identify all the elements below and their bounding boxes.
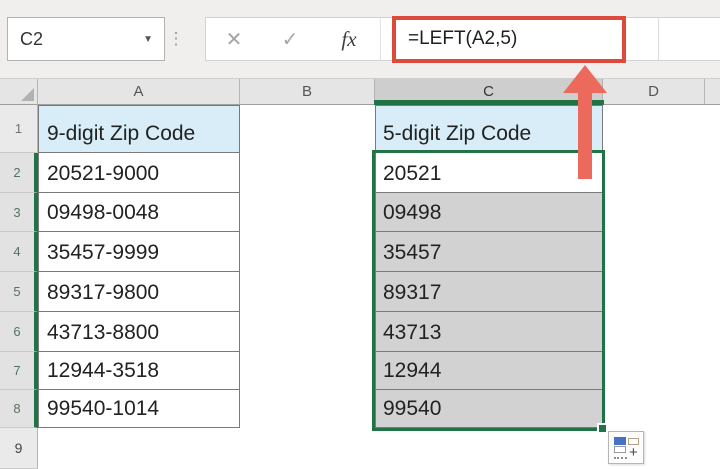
select-all-button[interactable] bbox=[0, 79, 38, 104]
annotation-red-box bbox=[392, 16, 626, 63]
row-header-1[interactable]: 1 bbox=[0, 105, 38, 153]
cell-E7[interactable] bbox=[705, 352, 720, 390]
autofill-options-button[interactable]: + bbox=[608, 431, 644, 464]
cell-D6[interactable] bbox=[603, 312, 705, 352]
sheet-row-4: 4 35457-9999 35457 bbox=[0, 232, 720, 272]
cell-A3[interactable]: 09498-0048 bbox=[38, 193, 240, 232]
autofill-icon-plus: + bbox=[629, 444, 638, 461]
cell-A2[interactable]: 20521-9000 bbox=[38, 153, 240, 193]
sheet-row-2: 2 20521-9000 20521 bbox=[0, 153, 720, 193]
row-header-5[interactable]: 5 bbox=[0, 272, 38, 312]
cell-A4[interactable]: 35457-9999 bbox=[38, 232, 240, 272]
cell-B5[interactable] bbox=[240, 272, 375, 312]
cell-C9[interactable] bbox=[375, 428, 603, 469]
cell-D2[interactable] bbox=[603, 153, 705, 193]
cell-A6[interactable]: 43713-8800 bbox=[38, 312, 240, 352]
cell-E2[interactable] bbox=[705, 153, 720, 193]
fill-handle[interactable] bbox=[597, 423, 608, 434]
cell-B9[interactable] bbox=[240, 428, 375, 469]
name-box-dropdown-icon[interactable]: ▼ bbox=[143, 33, 153, 45]
cell-B2[interactable] bbox=[240, 153, 375, 193]
autofill-icon-outline-cell bbox=[628, 438, 639, 445]
cell-B8[interactable] bbox=[240, 390, 375, 428]
cell-B1[interactable] bbox=[240, 105, 375, 153]
row-header-8[interactable]: 8 bbox=[0, 390, 38, 428]
cell-D4[interactable] bbox=[603, 232, 705, 272]
formula-bar-divider bbox=[380, 18, 381, 60]
sheet-row-3: 3 09498-0048 09498 bbox=[0, 193, 720, 232]
cell-B4[interactable] bbox=[240, 232, 375, 272]
cell-D5[interactable] bbox=[603, 272, 705, 312]
cell-E8[interactable] bbox=[705, 390, 720, 428]
cell-C5[interactable]: 89317 bbox=[375, 272, 603, 312]
cell-C2[interactable]: 20521 bbox=[375, 153, 603, 193]
row-header-9[interactable]: 9 bbox=[0, 428, 38, 469]
autofill-icon-dots bbox=[614, 457, 627, 459]
column-header-a[interactable]: A bbox=[38, 79, 240, 104]
cell-C8[interactable]: 99540 bbox=[375, 390, 603, 428]
annotation-arrow-icon bbox=[563, 65, 607, 93]
cell-C6[interactable]: 43713 bbox=[375, 312, 603, 352]
selected-column-indicator bbox=[374, 100, 604, 105]
cell-D1[interactable] bbox=[603, 105, 705, 153]
cell-A7[interactable]: 12944-3518 bbox=[38, 352, 240, 390]
cell-A1[interactable]: 9-digit Zip Code bbox=[38, 105, 240, 153]
select-all-triangle-icon bbox=[21, 88, 34, 101]
formula-bar-right-divider bbox=[658, 18, 659, 60]
cell-E4[interactable] bbox=[705, 232, 720, 272]
column-header-e[interactable] bbox=[705, 79, 720, 104]
cell-A8[interactable]: 99540-1014 bbox=[38, 390, 240, 428]
cell-A9[interactable] bbox=[38, 428, 240, 469]
cell-E9[interactable] bbox=[705, 428, 720, 469]
cell-B6[interactable] bbox=[240, 312, 375, 352]
row-header-3[interactable]: 3 bbox=[0, 193, 38, 232]
autofill-icon-outline-cell2 bbox=[614, 446, 626, 453]
cell-A5[interactable]: 89317-9800 bbox=[38, 272, 240, 312]
cell-D8[interactable] bbox=[603, 390, 705, 428]
cell-D7[interactable] bbox=[603, 352, 705, 390]
row-header-2[interactable]: 2 bbox=[0, 153, 38, 193]
sheet-row-8: 8 99540-1014 99540 bbox=[0, 390, 720, 428]
formula-input[interactable]: =LEFT(A2,5) bbox=[408, 28, 518, 49]
row-header-6[interactable]: 6 bbox=[0, 312, 38, 352]
cell-E5[interactable] bbox=[705, 272, 720, 312]
cell-C3[interactable]: 09498 bbox=[375, 193, 603, 232]
cell-B3[interactable] bbox=[240, 193, 375, 232]
cancel-button[interactable]: ✕ bbox=[225, 28, 243, 51]
row-header-7[interactable]: 7 bbox=[0, 352, 38, 390]
column-header-d[interactable]: D bbox=[603, 79, 705, 104]
sheet-row-1: 1 9-digit Zip Code 5-digit Zip Code bbox=[0, 105, 720, 153]
sheet-grid: 1 9-digit Zip Code 5-digit Zip Code 2 20… bbox=[0, 105, 720, 469]
name-box-value: C2 bbox=[20, 28, 44, 49]
sheet-row-7: 7 12944-3518 12944 bbox=[0, 352, 720, 390]
cell-B7[interactable] bbox=[240, 352, 375, 390]
cell-E1[interactable] bbox=[705, 105, 720, 153]
column-header-row: A B C D bbox=[0, 78, 720, 105]
enter-button[interactable]: ✓ bbox=[281, 28, 299, 51]
sheet-row-6: 6 43713-8800 43713 bbox=[0, 312, 720, 352]
formula-toolbar: C2 ▼ ⋮ ✕ ✓ fx =LEFT(A2,5) bbox=[0, 0, 720, 78]
cell-E6[interactable] bbox=[705, 312, 720, 352]
cell-C7[interactable]: 12944 bbox=[375, 352, 603, 390]
name-box[interactable]: C2 ▼ bbox=[7, 17, 165, 61]
name-box-resizer-icon[interactable]: ⋮ bbox=[167, 29, 185, 48]
cell-D3[interactable] bbox=[603, 193, 705, 232]
cell-C1[interactable]: 5-digit Zip Code bbox=[375, 105, 603, 153]
cell-C4[interactable]: 35457 bbox=[375, 232, 603, 272]
formula-bar: ✕ ✓ fx =LEFT(A2,5) bbox=[205, 17, 720, 61]
sheet-row-5: 5 89317-9800 89317 bbox=[0, 272, 720, 312]
autofill-icon-blue-cell bbox=[614, 437, 626, 445]
column-header-b[interactable]: B bbox=[240, 79, 375, 104]
row-header-4[interactable]: 4 bbox=[0, 232, 38, 272]
annotation-arrow-shaft bbox=[578, 91, 592, 179]
cell-E3[interactable] bbox=[705, 193, 720, 232]
insert-function-button[interactable]: fx bbox=[341, 26, 357, 51]
